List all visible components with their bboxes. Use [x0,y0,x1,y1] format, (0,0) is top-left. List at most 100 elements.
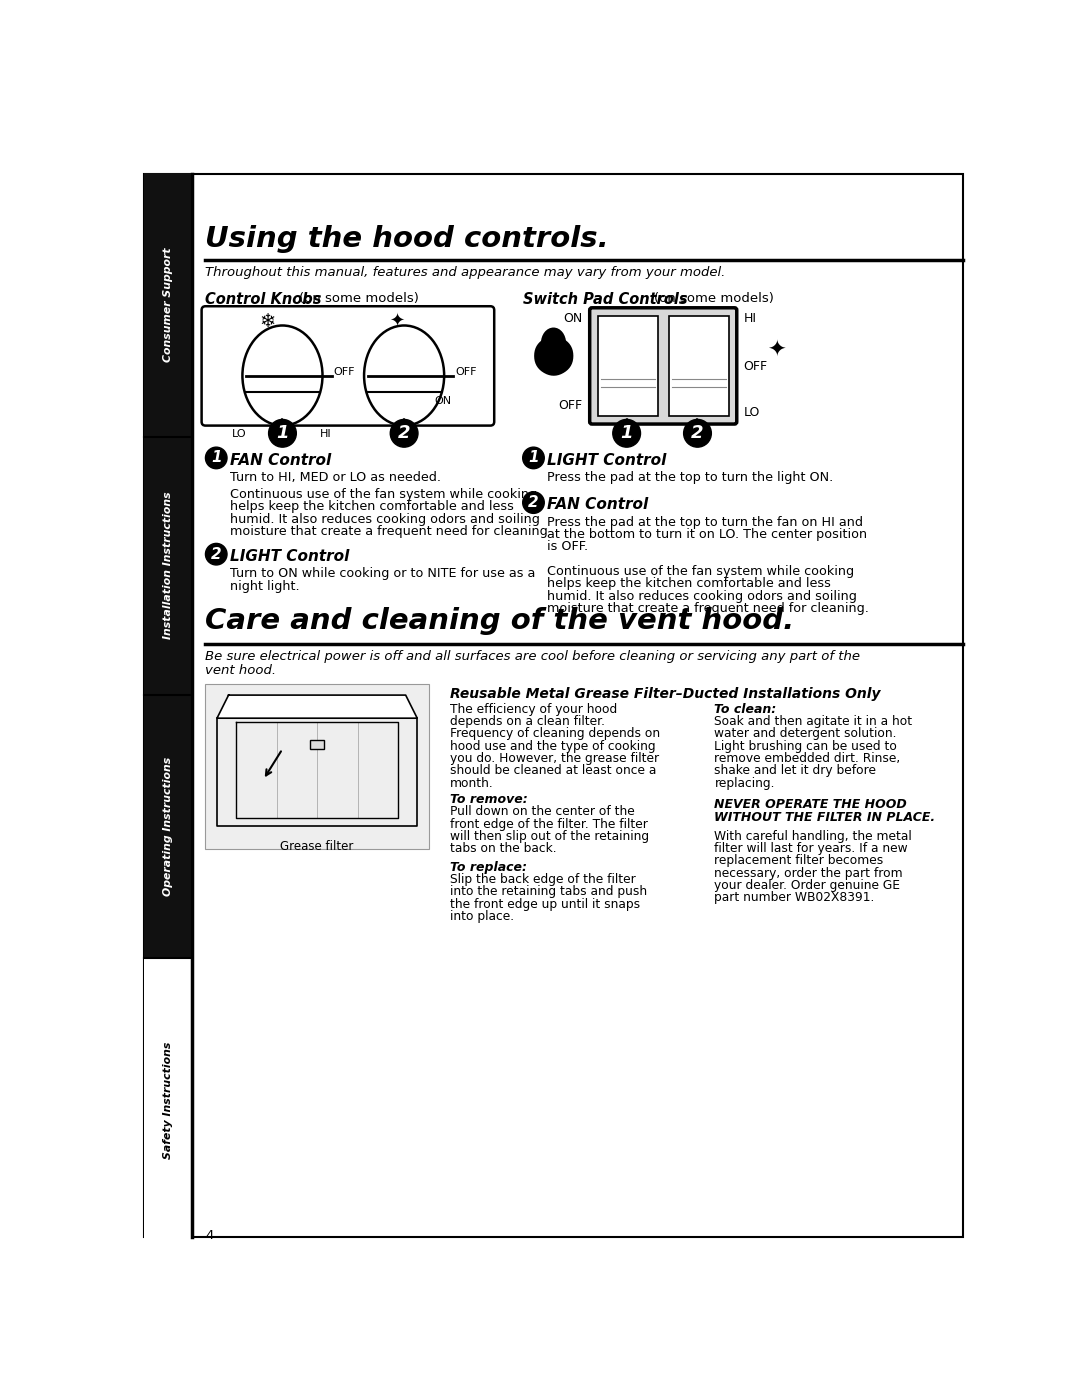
Ellipse shape [242,326,323,426]
Text: Grease filter: Grease filter [281,840,354,852]
FancyBboxPatch shape [144,173,963,1238]
Text: tabs on the back.: tabs on the back. [450,842,557,855]
FancyBboxPatch shape [598,316,658,415]
Text: ✦: ✦ [768,341,786,360]
Text: With careful handling, the metal: With careful handling, the metal [715,830,913,842]
Text: should be cleaned at least once a: should be cleaned at least once a [450,764,657,777]
Text: into the retaining tabs and push: into the retaining tabs and push [450,886,647,898]
Text: The efficiency of your hood: The efficiency of your hood [450,703,618,715]
Text: 2: 2 [211,546,221,562]
Text: FAN Control: FAN Control [230,453,332,468]
Text: Turn to HI, MED or LO as needed.: Turn to HI, MED or LO as needed. [230,471,441,483]
Text: will then slip out of the retaining: will then slip out of the retaining [450,830,649,842]
Text: LO: LO [744,405,760,419]
Text: hood use and the type of cooking: hood use and the type of cooking [450,740,656,753]
Text: 1: 1 [620,425,633,443]
Text: Reusable Metal Grease Filter–Ducted Installations Only: Reusable Metal Grease Filter–Ducted Inst… [450,687,881,701]
Circle shape [390,419,418,447]
Text: Throughout this manual, features and appearance may vary from your model.: Throughout this manual, features and app… [205,267,726,279]
Text: ✦: ✦ [389,313,404,331]
Text: your dealer. Order genuine GE: your dealer. Order genuine GE [715,879,901,893]
Text: Light brushing can be used to: Light brushing can be used to [715,740,897,753]
FancyBboxPatch shape [669,316,729,415]
Text: Press the pad at the top to turn the fan on HI and: Press the pad at the top to turn the fan… [548,515,863,528]
Text: front edge of the filter. The filter: front edge of the filter. The filter [450,817,648,831]
Text: (on some models): (on some models) [653,292,773,306]
Text: WITHOUT THE FILTER IN PLACE.: WITHOUT THE FILTER IN PLACE. [715,812,935,824]
Text: LIGHT Control: LIGHT Control [230,549,350,564]
Polygon shape [217,696,417,718]
Text: Operating Instructions: Operating Instructions [163,757,173,895]
FancyBboxPatch shape [590,307,737,425]
Text: 1: 1 [528,450,539,465]
Circle shape [205,543,227,564]
FancyBboxPatch shape [202,306,495,426]
FancyBboxPatch shape [310,740,324,749]
FancyBboxPatch shape [205,683,429,849]
Text: 1: 1 [211,450,221,465]
Circle shape [269,419,296,447]
Text: OFF: OFF [744,360,768,373]
Text: OFF: OFF [455,367,476,377]
FancyBboxPatch shape [144,173,191,437]
Text: filter will last for years. If a new: filter will last for years. If a new [715,842,908,855]
Text: replacement filter becomes: replacement filter becomes [715,855,883,868]
Text: Consumer Support: Consumer Support [163,247,173,362]
Text: HI: HI [320,429,332,440]
Text: 1: 1 [276,425,288,443]
Text: Using the hood controls.: Using the hood controls. [205,225,609,253]
Text: OFF: OFF [334,367,354,377]
Text: 2: 2 [691,425,704,443]
Text: ⬤: ⬤ [531,335,576,374]
Text: Installation Instructions: Installation Instructions [163,492,173,640]
Text: into place.: into place. [450,909,514,923]
Text: is OFF.: is OFF. [548,541,589,553]
Text: FAN Control: FAN Control [548,497,649,513]
Text: Slip the back edge of the filter: Slip the back edge of the filter [450,873,636,886]
Text: water and detergent solution.: water and detergent solution. [715,728,896,740]
Text: To replace:: To replace: [450,861,527,873]
Circle shape [523,447,544,469]
Text: ON: ON [434,397,451,407]
Text: HI: HI [744,312,757,324]
Text: moisture that create a frequent need for cleaning.: moisture that create a frequent need for… [548,602,869,615]
Text: helps keep the kitchen comfortable and less: helps keep the kitchen comfortable and l… [230,500,514,513]
Text: (on some models): (on some models) [299,292,419,306]
Text: Soak and then agitate it in a hot: Soak and then agitate it in a hot [715,715,913,728]
Text: ON: ON [564,312,583,324]
Text: To remove:: To remove: [450,793,528,806]
Text: 2: 2 [528,495,539,510]
Text: ❄: ❄ [259,312,275,331]
Text: LO: LO [232,429,246,440]
Text: replacing.: replacing. [715,777,775,789]
Text: Control Knobs: Control Knobs [205,292,322,307]
Text: humid. It also reduces cooking odors and soiling: humid. It also reduces cooking odors and… [230,513,540,525]
Text: at the bottom to turn it on LO. The center position: at the bottom to turn it on LO. The cent… [548,528,867,541]
Circle shape [205,447,227,469]
Text: NEVER OPERATE THE HOOD: NEVER OPERATE THE HOOD [715,798,907,810]
Text: moisture that create a frequent need for cleaning.: moisture that create a frequent need for… [230,525,552,538]
Circle shape [612,419,640,447]
Text: Continuous use of the fan system while cooking: Continuous use of the fan system while c… [230,488,537,502]
FancyBboxPatch shape [144,437,191,694]
Text: 2: 2 [397,425,410,443]
Text: depends on a clean filter.: depends on a clean filter. [450,715,605,728]
Text: Care and cleaning of the vent hood.: Care and cleaning of the vent hood. [205,606,795,634]
Text: part number WB02X8391.: part number WB02X8391. [715,891,875,904]
Text: night light.: night light. [230,580,300,592]
Text: Pull down on the center of the: Pull down on the center of the [450,805,635,819]
Text: remove embedded dirt. Rinse,: remove embedded dirt. Rinse, [715,752,901,766]
Text: humid. It also reduces cooking odors and soiling: humid. It also reduces cooking odors and… [548,590,858,602]
Text: helps keep the kitchen comfortable and less: helps keep the kitchen comfortable and l… [548,577,832,591]
Circle shape [523,492,544,513]
Text: the front edge up until it snaps: the front edge up until it snaps [450,898,640,911]
Text: NITE: NITE [391,429,417,440]
Circle shape [684,419,712,447]
Text: month.: month. [450,777,494,789]
Text: LIGHT Control: LIGHT Control [548,453,666,468]
Text: Turn to ON while cooking or to NITE for use as a: Turn to ON while cooking or to NITE for … [230,567,536,580]
Ellipse shape [364,326,444,426]
Text: vent hood.: vent hood. [205,664,276,676]
Text: Be sure electrical power is off and all surfaces are cool before cleaning or ser: Be sure electrical power is off and all … [205,650,861,662]
Text: 4: 4 [205,1229,214,1242]
